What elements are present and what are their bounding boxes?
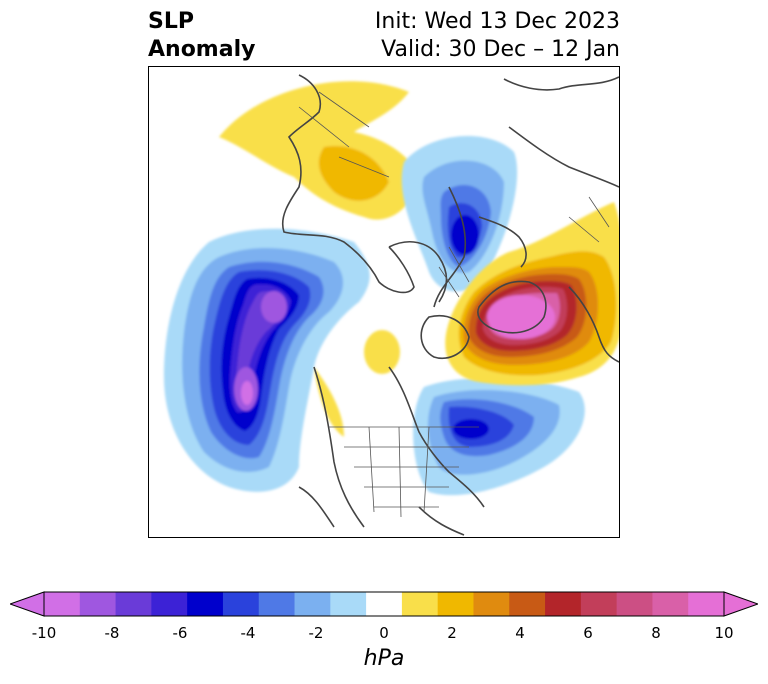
colorbar-segment [652, 592, 689, 616]
colorbar-segment [222, 592, 260, 616]
colorbar-tick-label: 10 [714, 624, 734, 642]
colorbar-segment [580, 592, 618, 616]
colorbar-frame [43, 591, 725, 617]
colorbar-segment [401, 592, 439, 616]
valid-period: Valid: 30 Dec – 12 Jan [381, 37, 620, 62]
colorbar-tick-label: 8 [651, 624, 661, 642]
coastlines [281, 74, 619, 536]
colorbar-tick-label: 6 [583, 624, 593, 642]
north-pacific-low-anomaly [164, 228, 370, 492]
map-svg [164, 74, 619, 536]
chart-title: SLP Anomaly [148, 8, 255, 64]
colorbar-segment [115, 592, 152, 616]
colorbar-tick-label: -10 [31, 624, 57, 642]
canada-small-positive [314, 330, 400, 437]
colorbar-segment [44, 592, 81, 616]
anomaly-map [148, 66, 620, 538]
colorbar-segment [509, 592, 546, 616]
colorbar-segment [473, 592, 510, 616]
colorbar-extend-high [723, 591, 758, 617]
colorbar-unit-label: hPa [363, 646, 405, 671]
colorbar-segment [258, 592, 296, 616]
colorbar-tick-label: -4 [240, 624, 256, 642]
colorbar-tick-label: -8 [104, 624, 120, 642]
colorbar-segment [616, 592, 653, 616]
title-line-2: Anomaly [148, 37, 256, 62]
political-borders [298, 91, 610, 518]
colorbar-segment [294, 592, 331, 616]
eastern-canada-low-anomaly [413, 377, 585, 496]
colorbar-tick-label: 4 [515, 624, 525, 642]
colorbar-extend-low [10, 591, 45, 617]
colorbar-segment [545, 592, 582, 616]
siberia-high-anomaly [219, 81, 419, 220]
init-date: Init: Wed 13 Dec 2023 [374, 9, 620, 34]
colorbar-segment [437, 592, 474, 616]
colorbar-segment [79, 592, 117, 616]
greenland-high-anomaly [445, 202, 619, 386]
colorbar [10, 591, 758, 617]
colorbar-tick-label: 0 [379, 624, 389, 642]
colorbar-segment [151, 592, 188, 616]
colorbar-tick-label: -2 [308, 624, 324, 642]
colorbar-tick-label: -6 [172, 624, 188, 642]
colorbar-segment [688, 592, 725, 616]
colorbar-tick-label: 2 [447, 624, 457, 642]
colorbar-segment [187, 592, 224, 616]
barents-low-anomaly [401, 135, 518, 292]
forecast-dates: Init: Wed 13 Dec 2023 Valid: 30 Dec – 12… [375, 8, 620, 64]
title-line-1: SLP [148, 9, 194, 34]
colorbar-segment [330, 592, 367, 616]
colorbar-segment [366, 592, 403, 616]
